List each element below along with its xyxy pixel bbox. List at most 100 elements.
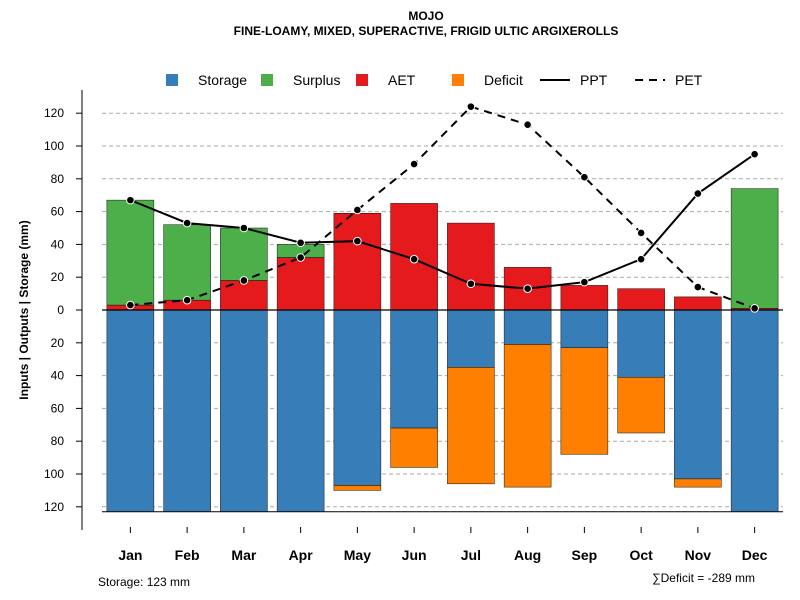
y-tick-label: 0: [57, 303, 64, 317]
point-pet: [182, 295, 192, 305]
legend-label: PET: [675, 72, 703, 88]
legend-label: Surplus: [293, 72, 340, 88]
y-tick-label: 60: [51, 205, 65, 219]
bar-storage: [674, 309, 722, 480]
chart-subtitle: FINE-LOAMY, MIXED, SUPERACTIVE, FRIGID U…: [234, 24, 619, 38]
bar-surplus: [730, 188, 779, 309]
legend-label: Storage: [198, 72, 247, 88]
bar-storage: [106, 309, 155, 512]
bar-aet: [617, 288, 665, 311]
point-ppt: [296, 238, 305, 248]
bar-aet: [447, 222, 495, 311]
bar-storage: [390, 309, 438, 429]
point-ppt: [353, 236, 362, 246]
point-pet: [126, 300, 135, 310]
y-tick-label: 60: [51, 401, 65, 415]
y-tick-label: 20: [51, 270, 65, 284]
point-pet: [239, 276, 249, 285]
bar-storage: [333, 309, 382, 486]
line-pet: [130, 105, 755, 310]
point-ppt: [409, 254, 419, 264]
point-pet: [636, 228, 646, 238]
bar-storage: [560, 309, 609, 348]
point-pet: [523, 120, 532, 129]
legend-swatch: [261, 74, 273, 86]
bar-storage: [447, 309, 495, 368]
legend-swatch: [166, 74, 178, 86]
y-tick-label: 100: [44, 139, 64, 153]
line-ppt: [129, 153, 756, 290]
point-ppt: [523, 284, 532, 293]
bar-series: [106, 188, 779, 512]
bar-aet: [674, 296, 722, 311]
point-pet: [750, 304, 759, 313]
point-pet: [466, 102, 476, 111]
y-axis-label: Inputs | Outputs | Storage (mm): [17, 220, 31, 399]
bar-deficit: [560, 347, 609, 455]
point-ppt: [750, 149, 759, 159]
y-tick-label: 80: [51, 434, 65, 448]
legend-label: Deficit: [484, 72, 523, 88]
chart-legend: Storage Surplus AET Deficit PPT PET: [166, 72, 703, 88]
x-tick-label: Mar: [231, 547, 256, 563]
storage-note: Storage: 123 mm: [98, 575, 190, 589]
point-ppt: [580, 277, 589, 287]
x-tick-label: Jul: [461, 547, 481, 563]
y-tick-label: 120: [44, 500, 64, 514]
bar-aet: [220, 280, 268, 311]
point-pet: [693, 282, 703, 292]
x-tick-label: Nov: [685, 547, 712, 563]
bar-storage: [220, 309, 268, 512]
deficit-note: ∑Deficit = -289 mm: [652, 571, 755, 585]
y-tick-label: 20: [51, 336, 65, 350]
grid-lines: [102, 112, 783, 508]
point-ppt: [693, 189, 703, 198]
axes: 120 100 80 60 40 20 0 20 40 60 80 100 120 Jan Feb Mar Ap…: [44, 90, 783, 563]
bar-surplus: [220, 227, 268, 281]
bar-aet: [276, 257, 325, 311]
bar-deficit: [617, 376, 665, 434]
x-tick-label: Jan: [118, 547, 142, 563]
bar-storage: [276, 309, 325, 512]
point-ppt: [636, 254, 646, 264]
point-ppt: [239, 223, 249, 233]
legend-swatch: [452, 74, 464, 86]
bar-deficit: [390, 427, 438, 468]
legend-label: PPT: [580, 72, 608, 88]
x-tick-label: Oct: [629, 547, 653, 563]
point-pet: [296, 253, 305, 262]
point-pet: [409, 159, 419, 169]
point-pet: [580, 172, 589, 182]
x-tick-label: Jun: [402, 547, 427, 563]
bar-storage: [163, 309, 211, 512]
bar-deficit: [503, 344, 552, 488]
y-tick-label: 40: [51, 369, 65, 383]
y-tick-label: 40: [51, 237, 65, 251]
x-tick-label: Apr: [289, 547, 314, 563]
bar-deficit: [333, 485, 382, 491]
y-tick-label: 100: [44, 467, 64, 481]
bar-surplus: [106, 199, 155, 306]
y-tick-label: 80: [51, 172, 65, 186]
x-tick-label: Sep: [572, 547, 598, 563]
bar-storage: [730, 309, 779, 512]
y-tick-label: 120: [44, 106, 64, 120]
x-tick-label: Dec: [742, 547, 768, 563]
x-tick-label: May: [344, 547, 371, 563]
bar-storage: [617, 309, 665, 378]
bar-deficit: [674, 478, 722, 488]
point-pet: [353, 205, 362, 215]
bar-storage: [503, 309, 552, 345]
chart-title: MOJO: [408, 9, 443, 23]
legend-swatch: [356, 74, 368, 86]
bar-surplus: [163, 224, 211, 301]
point-ppt: [182, 218, 192, 228]
bar-aet: [333, 212, 382, 311]
x-tick-label: Feb: [175, 547, 200, 563]
bar-deficit: [447, 367, 495, 485]
legend-label: AET: [388, 72, 416, 88]
line-series: [126, 102, 759, 313]
point-ppt: [126, 195, 135, 205]
x-tick-label: Aug: [514, 547, 541, 563]
